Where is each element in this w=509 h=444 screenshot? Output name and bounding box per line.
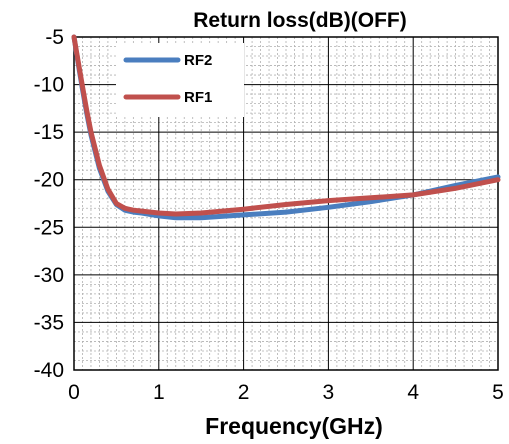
x-tick-label: 0 <box>68 381 80 404</box>
legend: RF2 RF1 <box>123 52 212 106</box>
chart-title: Return loss(dB)(OFF) <box>193 9 406 32</box>
series-layer <box>71 34 501 221</box>
series-line-rf1 <box>71 34 501 217</box>
x-axis-tick-labels: 0 1 2 3 4 5 <box>68 381 504 404</box>
x-tick-label: 4 <box>407 381 419 404</box>
y-tick-label: -25 <box>34 216 64 239</box>
y-tick-label: -5 <box>45 26 64 49</box>
plot-area-frame <box>73 36 499 371</box>
y-tick-label: -15 <box>34 121 64 144</box>
y-tick-label: -20 <box>34 169 64 192</box>
x-tick-label: 3 <box>323 381 335 404</box>
y-tick-label: -35 <box>34 311 64 334</box>
x-tick-label: 5 <box>492 381 504 404</box>
minor-grid <box>74 37 498 370</box>
x-axis-title: Frequency(GHz) <box>205 413 383 439</box>
legend-label-rf1: RF1 <box>184 89 212 106</box>
y-axis-tick-labels: -40 -35 -30 -25 -20 -15 -10 -5 <box>34 26 64 382</box>
x-tick-label: 2 <box>238 381 250 404</box>
legend-label-rf2: RF2 <box>184 52 212 69</box>
legend-background <box>116 43 244 117</box>
y-tick-label: -10 <box>34 74 64 97</box>
y-tick-label: -30 <box>34 264 64 287</box>
y-tick-label: -40 <box>34 359 64 382</box>
x-tick-label: 1 <box>153 381 165 404</box>
